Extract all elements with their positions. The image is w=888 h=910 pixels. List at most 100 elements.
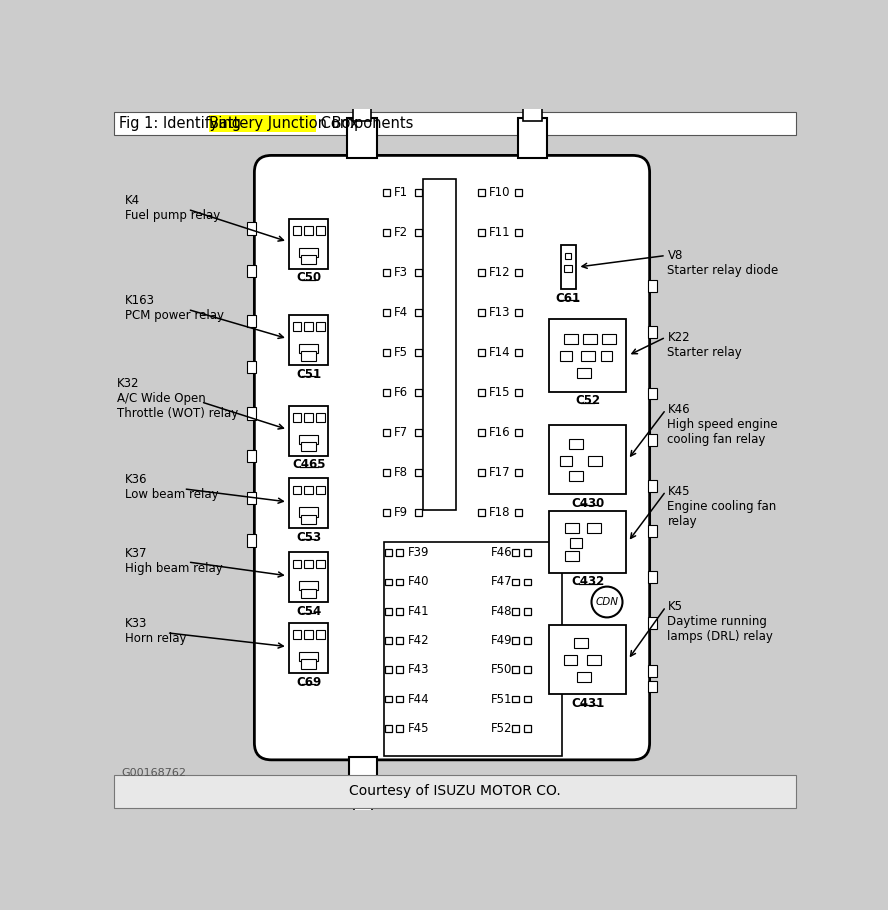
Bar bbox=[587, 523, 601, 533]
Bar bbox=[299, 507, 318, 517]
Text: F46: F46 bbox=[491, 546, 512, 560]
Text: F12: F12 bbox=[489, 266, 511, 279]
Text: C53: C53 bbox=[296, 531, 321, 544]
Bar bbox=[293, 322, 301, 331]
Bar bbox=[289, 219, 328, 269]
Bar bbox=[247, 492, 256, 504]
Bar bbox=[396, 550, 403, 556]
Bar bbox=[396, 608, 403, 615]
Bar bbox=[316, 322, 324, 331]
Bar bbox=[385, 608, 392, 615]
Text: K32
A/C Wide Open
Throttle (WOT) relay: K32 A/C Wide Open Throttle (WOT) relay bbox=[117, 377, 239, 420]
Text: Battery Junction Box: Battery Junction Box bbox=[210, 116, 359, 131]
Bar bbox=[512, 724, 519, 732]
Bar bbox=[289, 623, 328, 673]
Text: F9: F9 bbox=[394, 506, 408, 520]
Bar bbox=[383, 269, 390, 276]
Bar bbox=[396, 724, 403, 732]
Bar bbox=[581, 350, 595, 360]
Bar bbox=[347, 118, 377, 158]
Bar bbox=[247, 407, 256, 420]
Text: F50: F50 bbox=[491, 663, 512, 676]
Bar bbox=[559, 456, 572, 466]
Text: K33
Horn relay: K33 Horn relay bbox=[125, 617, 186, 645]
Bar bbox=[577, 368, 591, 378]
Text: F43: F43 bbox=[408, 663, 429, 676]
Bar bbox=[299, 248, 318, 257]
Bar bbox=[416, 269, 422, 276]
Bar bbox=[565, 253, 571, 259]
Bar bbox=[353, 793, 372, 816]
Bar bbox=[478, 510, 485, 516]
Bar bbox=[565, 523, 579, 533]
Text: F52: F52 bbox=[491, 722, 512, 734]
Bar bbox=[515, 430, 522, 436]
Bar bbox=[512, 608, 519, 615]
Bar bbox=[305, 631, 313, 639]
Bar bbox=[648, 617, 656, 629]
Bar bbox=[569, 471, 583, 481]
Bar bbox=[416, 510, 422, 516]
Bar bbox=[289, 552, 328, 602]
Bar bbox=[565, 265, 572, 272]
Bar bbox=[416, 470, 422, 476]
Text: K4
Fuel pump relay: K4 Fuel pump relay bbox=[125, 194, 220, 222]
Bar bbox=[301, 442, 316, 451]
Text: F45: F45 bbox=[408, 722, 429, 734]
Bar bbox=[416, 229, 422, 236]
Bar bbox=[648, 280, 656, 292]
Bar bbox=[396, 579, 403, 585]
Bar bbox=[316, 631, 324, 639]
Bar bbox=[383, 430, 390, 436]
Bar bbox=[114, 775, 797, 807]
Text: F47: F47 bbox=[491, 575, 512, 589]
Bar bbox=[478, 470, 485, 476]
Text: F11: F11 bbox=[489, 226, 511, 239]
Bar bbox=[385, 579, 392, 585]
Bar bbox=[114, 112, 797, 136]
Text: F41: F41 bbox=[408, 605, 430, 618]
Bar bbox=[210, 115, 315, 132]
Text: F5: F5 bbox=[394, 346, 408, 359]
Bar bbox=[524, 608, 531, 615]
Bar bbox=[301, 660, 316, 669]
Bar bbox=[349, 757, 377, 794]
Bar bbox=[316, 486, 324, 494]
Text: F18: F18 bbox=[489, 506, 511, 520]
Bar bbox=[383, 349, 390, 356]
Bar bbox=[416, 309, 422, 316]
Text: F48: F48 bbox=[491, 605, 512, 618]
Text: K45
Engine cooling fan
relay: K45 Engine cooling fan relay bbox=[668, 485, 777, 528]
Bar bbox=[247, 315, 256, 327]
Bar bbox=[648, 571, 656, 582]
Bar bbox=[385, 724, 392, 732]
Bar bbox=[515, 349, 522, 356]
Text: F16: F16 bbox=[489, 426, 511, 440]
Bar bbox=[305, 227, 313, 235]
Bar bbox=[247, 222, 256, 235]
Bar bbox=[524, 695, 531, 703]
Bar bbox=[396, 695, 403, 703]
Bar bbox=[478, 269, 485, 276]
Bar bbox=[512, 637, 519, 644]
Text: Fig 1: Identifying: Fig 1: Identifying bbox=[119, 116, 245, 131]
Bar bbox=[602, 334, 616, 344]
Text: F10: F10 bbox=[489, 186, 511, 199]
Bar bbox=[416, 349, 422, 356]
Bar bbox=[549, 625, 626, 694]
Bar bbox=[564, 334, 577, 344]
Bar bbox=[648, 681, 656, 693]
Bar bbox=[565, 551, 579, 561]
Bar bbox=[515, 389, 522, 396]
Bar bbox=[396, 637, 403, 644]
Bar bbox=[247, 265, 256, 277]
Bar bbox=[383, 309, 390, 316]
Bar bbox=[305, 322, 313, 331]
Bar bbox=[289, 315, 328, 365]
Bar bbox=[478, 309, 485, 316]
Bar bbox=[524, 666, 531, 673]
Text: K5
Daytime running
lamps (DRL) relay: K5 Daytime running lamps (DRL) relay bbox=[668, 601, 773, 643]
Bar bbox=[305, 486, 313, 494]
Bar bbox=[648, 434, 656, 446]
Bar bbox=[589, 456, 602, 466]
